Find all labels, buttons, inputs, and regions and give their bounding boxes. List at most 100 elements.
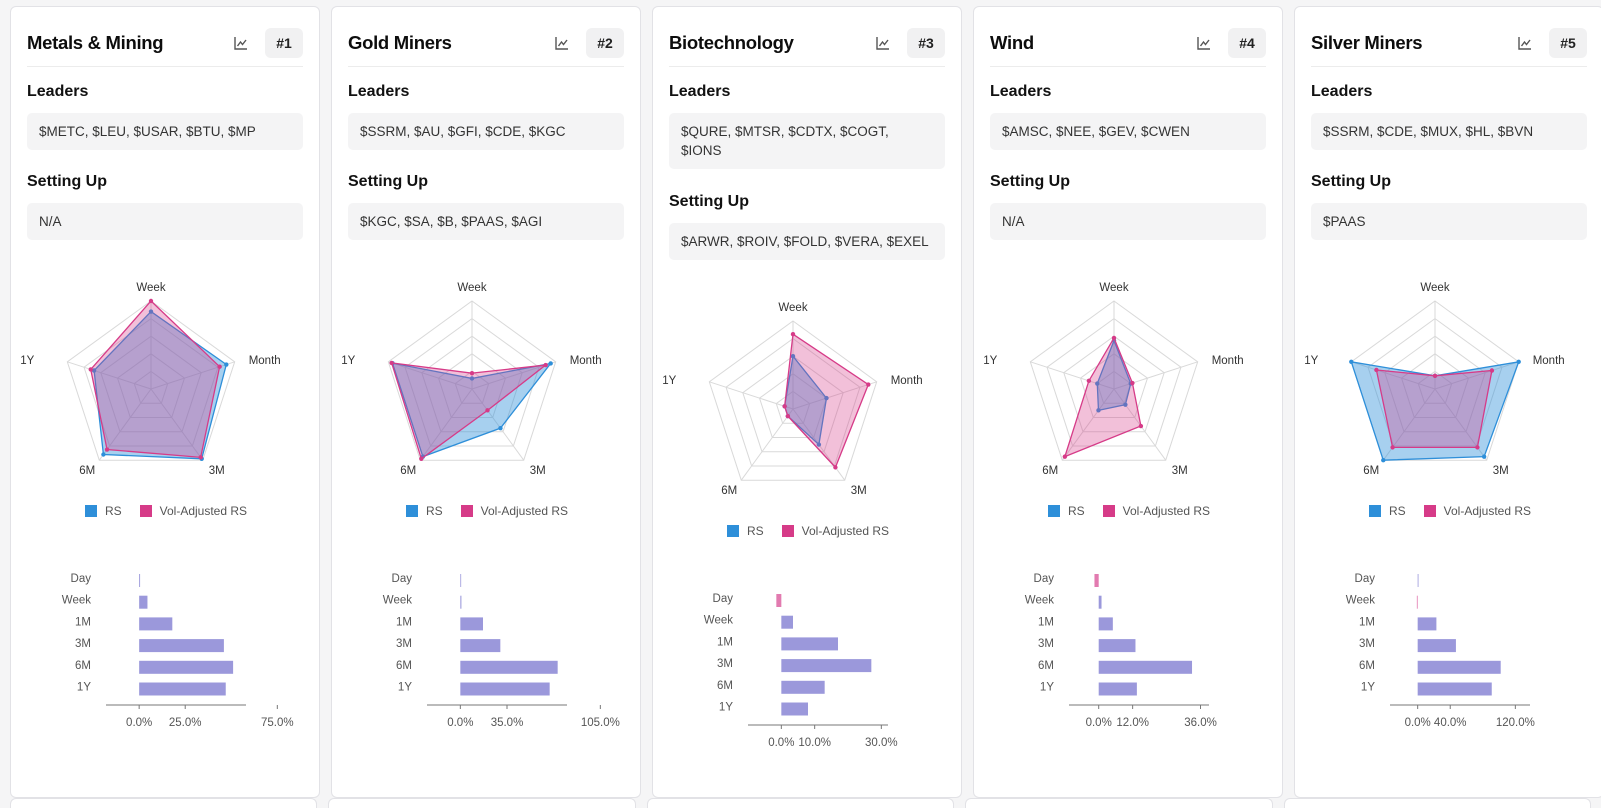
bar-3m[interactable] <box>139 639 224 653</box>
radar-point-6m[interactable] <box>104 447 110 452</box>
sector-card-2[interactable]: Gold Miners #2 Leaders $SSRM, $AU, $GFI,… <box>331 6 641 798</box>
bar-1y[interactable] <box>1417 682 1492 696</box>
bar-3m[interactable] <box>781 659 872 673</box>
radar-point-3m[interactable] <box>816 442 822 447</box>
radar-point-3m[interactable] <box>1138 423 1144 429</box>
radar-point-6m[interactable] <box>419 456 424 461</box>
radar-point-3m[interactable] <box>833 465 838 470</box>
bar-week[interactable] <box>460 595 462 609</box>
bar-6m[interactable] <box>781 680 825 694</box>
radar-point-1y[interactable] <box>782 404 787 409</box>
chart-icon[interactable] <box>1190 29 1218 57</box>
radar-point-6m[interactable] <box>1390 445 1395 450</box>
radar-point-6m[interactable] <box>1381 457 1386 463</box>
bar-1m[interactable] <box>460 617 483 631</box>
radar-point-6m[interactable] <box>1096 408 1101 413</box>
radar-point-month[interactable] <box>1130 380 1135 386</box>
radar-point-month[interactable] <box>217 364 222 369</box>
radar-point-1y[interactable] <box>1086 378 1092 384</box>
radar-series-vol-adjusted-rs[interactable] <box>783 333 870 469</box>
radar-point-1y[interactable] <box>1349 359 1354 365</box>
radar-point-1y[interactable] <box>1374 367 1379 373</box>
bar-6m[interactable] <box>1098 660 1193 674</box>
radar-point-3m[interactable] <box>1481 454 1487 459</box>
legend-rs[interactable]: RS <box>84 504 122 518</box>
radar-point-week[interactable] <box>469 370 475 376</box>
chart-icon[interactable] <box>869 29 897 57</box>
radar-point-month[interactable] <box>224 362 229 367</box>
legend-rs[interactable]: RS <box>1368 504 1406 518</box>
bar-1y[interactable] <box>781 702 808 716</box>
legend-rs[interactable]: RS <box>1047 504 1085 518</box>
bar-1y[interactable] <box>139 682 226 696</box>
chart-icon[interactable] <box>548 29 576 57</box>
radar-point-month[interactable] <box>548 361 553 366</box>
chart-icon[interactable] <box>1511 29 1539 57</box>
legend-vol[interactable]: Vol-Adjusted RS <box>1423 504 1531 518</box>
bar-day[interactable] <box>1417 574 1419 587</box>
radar-series-rs[interactable] <box>1096 338 1132 412</box>
radar-point-month[interactable] <box>1489 368 1495 373</box>
radar-series-rs[interactable] <box>93 310 228 460</box>
bar-6m[interactable] <box>1417 660 1501 674</box>
sector-card-1[interactable]: Metals & Mining #1 Leaders $METC, $LEU, … <box>10 6 320 798</box>
radar-point-month[interactable] <box>543 362 548 368</box>
bar-week[interactable] <box>1098 595 1102 609</box>
legend-vol[interactable]: Vol-Adjusted RS <box>781 524 889 538</box>
radar-series-vol-adjusted-rs[interactable] <box>1063 336 1142 458</box>
radar-point-1y[interactable] <box>91 368 97 373</box>
bar-1m[interactable] <box>1098 617 1113 631</box>
radar-point-6m[interactable] <box>785 413 791 419</box>
legend-vol[interactable]: Vol-Adjusted RS <box>139 504 247 518</box>
radar-point-week[interactable] <box>790 332 796 337</box>
radar-point-month[interactable] <box>1516 359 1521 365</box>
bar-3m[interactable] <box>460 639 501 653</box>
bar-1y[interactable] <box>1098 682 1137 696</box>
bar-day[interactable] <box>1094 574 1099 587</box>
bar-6m[interactable] <box>139 660 234 674</box>
radar-point-week[interactable] <box>469 376 475 381</box>
bar-1m[interactable] <box>781 637 838 651</box>
radar-point-week[interactable] <box>148 298 154 304</box>
legend-vol[interactable]: Vol-Adjusted RS <box>460 504 568 518</box>
bar-1y[interactable] <box>460 682 550 696</box>
legend-rs[interactable]: RS <box>405 504 443 518</box>
radar-point-6m[interactable] <box>101 452 106 457</box>
radar-series-vol-adjusted-rs[interactable] <box>1375 369 1493 449</box>
radar-point-1y[interactable] <box>1095 381 1100 386</box>
sector-card-3[interactable]: Biotechnology #3 Leaders $QURE, $MTSR, $… <box>652 6 962 798</box>
chart-icon[interactable] <box>227 29 255 57</box>
radar-point-month[interactable] <box>824 395 829 401</box>
bar-day[interactable] <box>776 594 782 607</box>
radar-point-3m[interactable] <box>198 455 203 460</box>
radar-point-6m[interactable] <box>1062 454 1068 459</box>
legend-vol[interactable]: Vol-Adjusted RS <box>1102 504 1210 518</box>
bar-3m[interactable] <box>1417 639 1456 653</box>
bar-6m[interactable] <box>460 660 558 674</box>
bar-day[interactable] <box>139 574 141 587</box>
radar-point-week[interactable] <box>790 354 796 359</box>
radar-point-week[interactable] <box>1432 373 1438 378</box>
sector-card-5[interactable]: Silver Miners #5 Leaders $SSRM, $CDE, $M… <box>1294 6 1601 798</box>
radar-point-3m[interactable] <box>485 408 490 413</box>
radar-point-1y[interactable] <box>88 367 93 372</box>
radar-point-3m[interactable] <box>1123 402 1128 407</box>
bar-week[interactable] <box>139 595 148 609</box>
radar-point-3m[interactable] <box>1475 445 1480 450</box>
radar-point-3m[interactable] <box>498 425 503 431</box>
sector-card-4[interactable]: Wind #4 Leaders $AMSC, $NEE, $GEV, $CWEN… <box>973 6 1283 798</box>
bar-week[interactable] <box>781 615 793 629</box>
bar-1m[interactable] <box>139 617 173 631</box>
legend-rs[interactable]: RS <box>726 524 764 538</box>
bar-1m[interactable] <box>1417 617 1437 631</box>
radar-series-rs[interactable] <box>1350 360 1520 461</box>
radar-point-week[interactable] <box>148 309 154 314</box>
bar-3m[interactable] <box>1098 639 1136 653</box>
radar-point-month[interactable] <box>866 382 871 387</box>
bar-day[interactable] <box>460 574 462 587</box>
radar-series-vol-adjusted-rs[interactable] <box>390 362 548 460</box>
bar-week[interactable] <box>1416 595 1418 609</box>
radar-point-1y[interactable] <box>389 360 394 366</box>
radar-series-vol-adjusted-rs[interactable] <box>90 300 221 459</box>
radar-point-week[interactable] <box>1111 335 1117 341</box>
